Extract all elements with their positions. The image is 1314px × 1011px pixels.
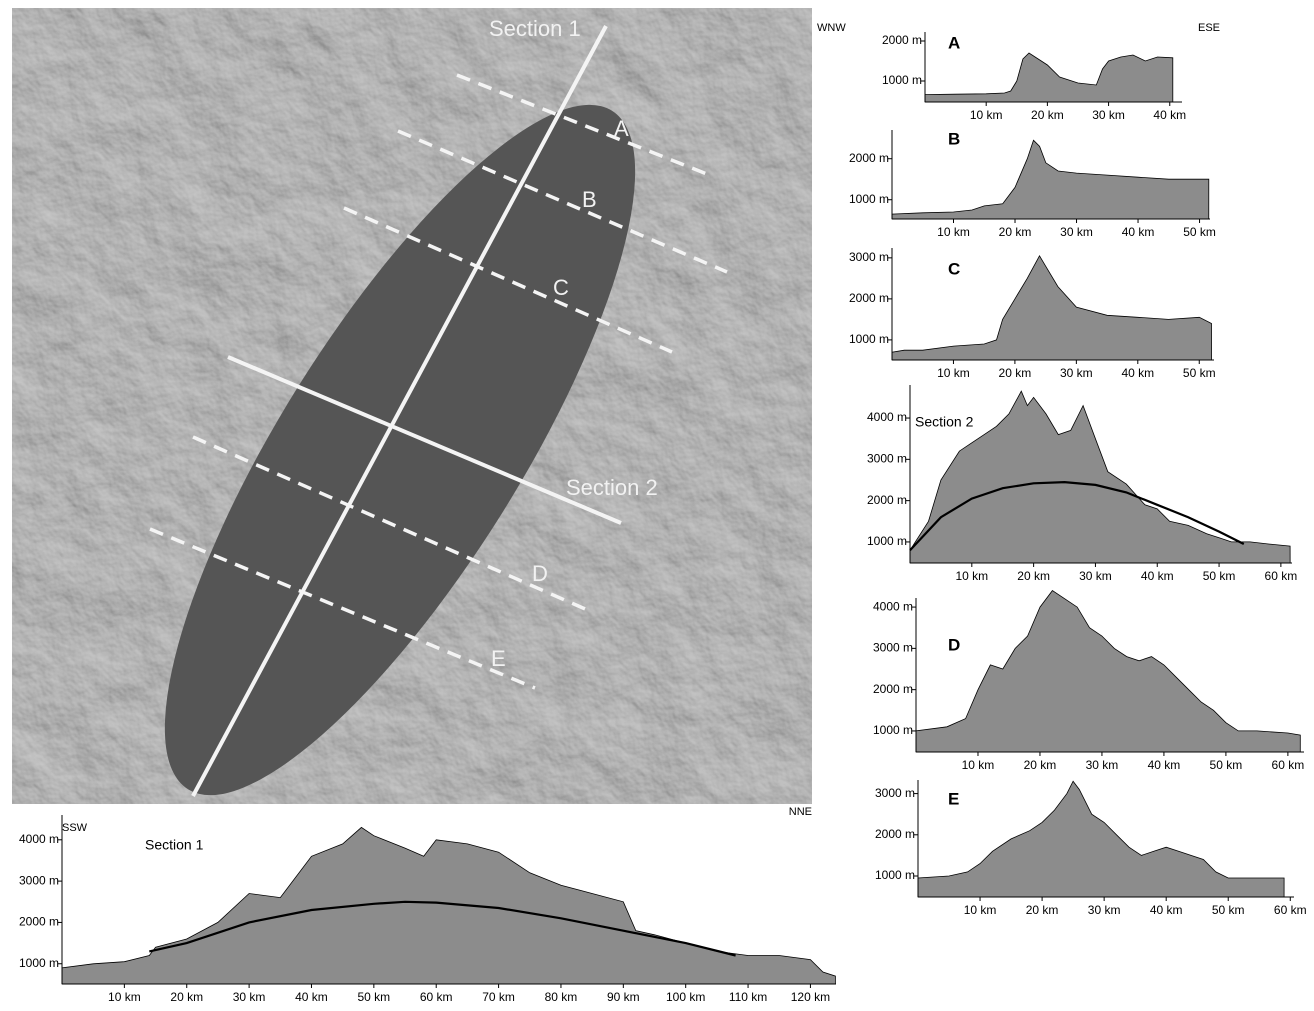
elevation-area <box>892 140 1209 219</box>
x-tick-label: 20 km <box>1026 903 1059 917</box>
direction-label: SSW <box>62 822 88 834</box>
y-tick-label: 3000 m <box>19 873 59 887</box>
figure: Section 1 Section 2 A B C D E 1000 m 2000… <box>0 0 1314 1011</box>
y-tick-label: 1000 m <box>849 332 889 346</box>
x-tick-label: 40 km <box>1150 903 1183 917</box>
x-tick-label: 20 km <box>1017 569 1050 583</box>
x-tick-label: 80 km <box>545 990 578 1004</box>
x-tick-label: 30 km <box>1079 569 1112 583</box>
y-tick-label: 2000 m <box>873 682 913 696</box>
x-tick-label: 10 km <box>937 366 970 380</box>
y-tick-label: 2000 m <box>875 827 915 841</box>
direction-label: ESE <box>1198 22 1220 34</box>
x-tick-label: 50 km <box>1183 366 1216 380</box>
x-tick-label: 30 km <box>1088 903 1121 917</box>
chart-title: E <box>948 789 959 808</box>
x-tick-label: 10 km <box>937 225 970 239</box>
map-label: E <box>491 646 506 671</box>
x-tick-label: 40 km <box>1153 108 1186 122</box>
x-tick-label: 50 km <box>1212 903 1245 917</box>
y-tick-label: 2000 m <box>867 493 907 507</box>
x-tick-label: 20 km <box>1024 758 1057 772</box>
elevation-area <box>892 256 1212 360</box>
y-tick-label: 1000 m <box>873 723 913 737</box>
chart-title: Section 2 <box>915 414 974 430</box>
y-tick-label: 4000 m <box>873 599 913 613</box>
y-tick-label: 1000 m <box>849 192 889 206</box>
map: Section 1 Section 2 A B C D E <box>12 8 812 853</box>
x-tick-label: 10 km <box>964 903 997 917</box>
x-tick-label: 10 km <box>962 758 995 772</box>
x-tick-label: 10 km <box>108 990 141 1004</box>
x-tick-label: 30 km <box>1060 366 1093 380</box>
direction-label: WNW <box>817 22 846 34</box>
x-tick-label: 70 km <box>482 990 515 1004</box>
map-label: B <box>582 187 597 212</box>
y-tick-label: 3000 m <box>849 250 889 264</box>
x-tick-label: 10 km <box>955 569 988 583</box>
y-tick-label: 4000 m <box>867 410 907 424</box>
chart-title: Section 1 <box>145 837 204 853</box>
x-tick-label: 40 km <box>1141 569 1174 583</box>
y-tick-label: 2000 m <box>849 291 889 305</box>
y-tick-label: 4000 m <box>19 832 59 846</box>
x-tick-label: 30 km <box>233 990 266 1004</box>
x-tick-label: 50 km <box>1183 225 1216 239</box>
x-tick-label: 40 km <box>295 990 328 1004</box>
x-tick-label: 20 km <box>1031 108 1064 122</box>
elevation-area <box>916 591 1300 752</box>
x-tick-label: 60 km <box>1274 903 1307 917</box>
x-tick-label: 10 km <box>970 108 1003 122</box>
y-tick-label: 3000 m <box>873 641 913 655</box>
x-tick-label: 110 km <box>729 990 767 1004</box>
x-tick-label: 30 km <box>1092 108 1125 122</box>
x-tick-label: 40 km <box>1122 225 1155 239</box>
x-tick-label: 30 km <box>1086 758 1119 772</box>
elevation-area <box>918 781 1284 897</box>
x-tick-label: 20 km <box>170 990 203 1004</box>
map-label: Section 2 <box>566 475 658 500</box>
x-tick-label: 60 km <box>1272 758 1305 772</box>
x-tick-label: 40 km <box>1121 366 1154 380</box>
x-tick-label: 20 km <box>999 225 1032 239</box>
x-tick-label: 40 km <box>1148 758 1181 772</box>
y-tick-label: 1000 m <box>867 534 907 548</box>
y-tick-label: 3000 m <box>875 786 915 800</box>
y-tick-label: 2000 m <box>882 33 922 47</box>
y-tick-label: 1000 m <box>875 868 915 882</box>
x-tick-label: 120 km <box>791 990 830 1004</box>
chart-title: A <box>948 33 960 52</box>
map-label: A <box>614 116 629 141</box>
chart-title: B <box>948 129 960 148</box>
x-tick-label: 100 km <box>666 990 705 1004</box>
y-tick-label: 3000 m <box>867 452 907 466</box>
x-tick-label: 50 km <box>1203 569 1236 583</box>
x-tick-label: 50 km <box>358 990 391 1004</box>
map-label: Section 1 <box>489 16 581 41</box>
y-tick-label: 2000 m <box>19 915 59 929</box>
y-tick-label: 2000 m <box>849 151 889 165</box>
x-tick-label: 30 km <box>1060 225 1093 239</box>
y-tick-label: 1000 m <box>882 73 922 87</box>
x-tick-label: 60 km <box>420 990 453 1004</box>
page: {"map": {"section_1": "Section 1", "sect… <box>0 0 1314 1011</box>
map-label: C <box>553 275 569 300</box>
map-label: D <box>532 561 548 586</box>
elevation-area <box>925 53 1173 102</box>
x-tick-label: 60 km <box>1265 569 1298 583</box>
chart-title: C <box>948 259 960 278</box>
x-tick-label: 50 km <box>1210 758 1243 772</box>
direction-label: NNE <box>789 806 812 818</box>
chart-title: D <box>948 635 960 654</box>
x-tick-label: 20 km <box>999 366 1032 380</box>
y-tick-label: 1000 m <box>19 956 59 970</box>
x-tick-label: 90 km <box>607 990 640 1004</box>
